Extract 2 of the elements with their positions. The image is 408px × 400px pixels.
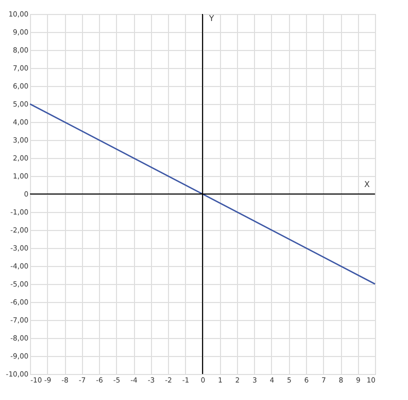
y-axis-title: Y [208, 14, 214, 23]
x-axis-title: X [364, 180, 370, 189]
